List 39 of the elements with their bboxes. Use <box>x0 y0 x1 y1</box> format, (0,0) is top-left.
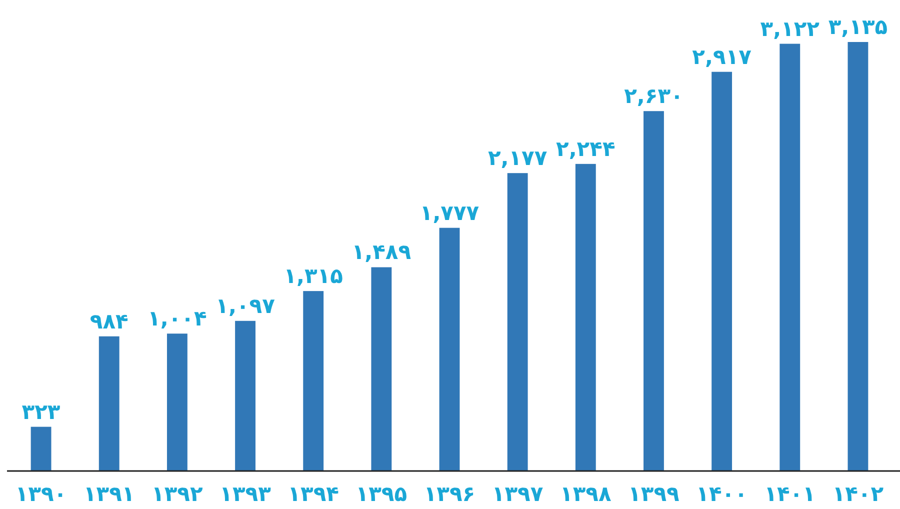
data-label: ۱,۷۷۷ <box>420 200 480 225</box>
bar <box>30 426 52 471</box>
bar <box>98 336 120 471</box>
bar <box>371 267 392 471</box>
x-tick-label: ۱۳۹۶ <box>424 482 476 506</box>
x-tick-label: ۱۳۹۱ <box>83 482 135 506</box>
x-tick-label: ۱۳۹۹ <box>628 482 680 506</box>
x-tick-label: ۱۴۰۰ <box>696 482 748 506</box>
bar <box>848 42 868 471</box>
data-label: ۳۲۳ <box>22 400 60 424</box>
data-label: ۳,۱۳۵ <box>828 15 888 39</box>
x-tick-label: ۱۳۹۲ <box>152 482 204 506</box>
bar <box>712 72 732 471</box>
bar <box>644 111 664 471</box>
x-tick-label: ۱۳۹۳ <box>220 482 272 506</box>
x-tick-label: ۱۳۹۸ <box>560 482 612 506</box>
bar <box>303 291 324 471</box>
x-tick-label: ۱۴۰۲ <box>832 482 884 506</box>
data-label: ۱,۰۰۴ <box>148 306 207 331</box>
data-label: ۱,۰۹۷ <box>216 294 276 318</box>
data-label: ۱,۳۱۵ <box>284 264 344 288</box>
bar <box>235 320 256 471</box>
data-label: ۲,۶۳۰ <box>624 84 684 108</box>
x-tick-label: ۱۴۰۱ <box>764 482 816 506</box>
x-tick-label: ۱۳۹۷ <box>492 482 544 506</box>
bar <box>780 44 800 471</box>
data-label: ۱,۴۸۹ <box>352 240 412 264</box>
bar <box>439 228 460 471</box>
bar <box>575 164 596 471</box>
x-tick-label: ۱۳۹۰ <box>15 482 67 506</box>
x-tick-label: ۱۳۹۵ <box>356 482 408 506</box>
data-label: ۹۸۴ <box>90 309 129 334</box>
data-label: ۲,۹۱۷ <box>692 44 752 69</box>
data-label: ۲,۲۴۴ <box>556 136 616 161</box>
data-label: ۲,۱۷۷ <box>488 146 548 170</box>
bar <box>166 334 188 471</box>
bar <box>507 173 528 471</box>
data-label: ۳,۱۲۲ <box>760 16 820 41</box>
x-tick-label: ۱۳۹۴ <box>288 482 340 506</box>
